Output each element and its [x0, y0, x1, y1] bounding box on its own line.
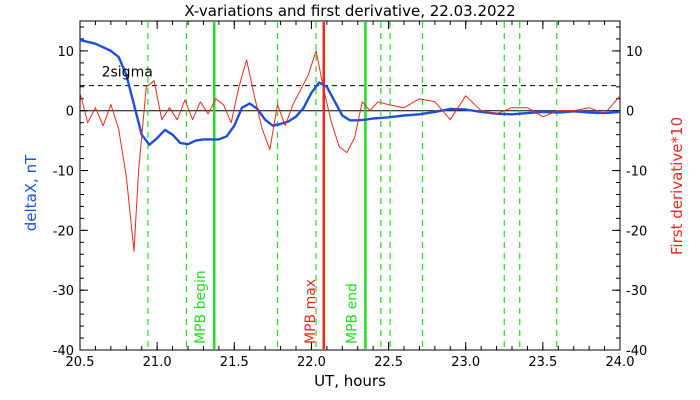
annotations: 2sigma MPB begin MPB max MPB end: [102, 65, 361, 344]
y-tick-label-right: -20: [626, 224, 647, 239]
y-tick-label-left: -30: [53, 284, 74, 299]
x-tick-label: 21.0: [143, 355, 172, 370]
y-tick-label-left: -20: [53, 224, 74, 239]
chart-title: X-variations and first derivative, 22.03…: [184, 2, 515, 20]
x-tick-label: 20.5: [66, 355, 95, 370]
x-axis-label: UT, hours: [314, 372, 386, 390]
mpb-marker-label: MPB end: [344, 283, 360, 344]
y-tick-label-right: -30: [626, 284, 647, 299]
y-tick-label-left: -10: [53, 165, 74, 180]
y-tick-label-right: -40: [626, 344, 647, 359]
x-tick-label: 22.5: [374, 355, 403, 370]
data-series: [79, 38, 621, 252]
plot-background: [79, 20, 621, 351]
series-line-derivative: [79, 50, 621, 252]
y-tick-label-left: 0: [66, 105, 74, 120]
x-tick-label: 23.0: [451, 355, 480, 370]
y-axis-label-right: First derivative*10: [668, 117, 686, 255]
mpb-marker-label: MPB begin: [193, 270, 209, 344]
x-tick-label: 21.5: [220, 355, 249, 370]
x-tick-label: 24.0: [606, 355, 635, 370]
x-tick-label: 22.0: [297, 355, 326, 370]
x-tick-label: 23.5: [528, 355, 557, 370]
y-tick-label-right: -10: [626, 165, 647, 180]
y-tick-label-right: 0: [626, 105, 634, 120]
threshold-2sigma-label: 2sigma: [102, 65, 153, 81]
reference-lines: [80, 85, 620, 112]
vertical-markers: [147, 22, 558, 349]
axis-ticks: 20.5 21.0 21.5 22.0 22.5 23.0 23.5 24.0 10 10 0 0 -1…: [53, 21, 647, 370]
y-tick-label-left: -40: [53, 344, 74, 359]
series-line-deltaX: [79, 38, 621, 147]
y-tick-label-right: 10: [626, 45, 643, 60]
y-axis-label-left: deltaX, nT: [22, 154, 40, 231]
mpb-marker-label: MPB max: [303, 279, 319, 344]
plot-area-frame: [79, 20, 621, 351]
y-tick-label-left: 10: [57, 45, 74, 60]
